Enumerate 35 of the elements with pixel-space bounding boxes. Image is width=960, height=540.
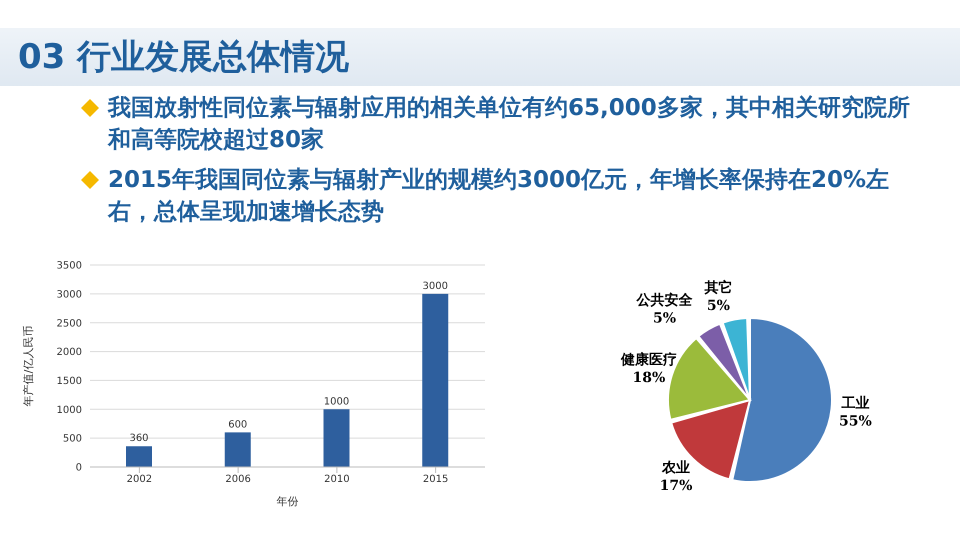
x-tick-label: 2002 [126,474,152,486]
text: 我国放射性同位素与辐射应用的相关单位有约65,000多家，其中相关研究院所和高等院校超过80家 [108,94,911,155]
y-tick-label: 2000 [56,347,82,358]
y-axis-title: 年产值/亿人民币 [22,326,35,406]
x-tick-label: 2010 [324,474,350,486]
data-label: 5% [653,310,676,326]
data-label: 1000 [324,396,350,408]
bar [126,446,152,467]
data-label: 5% [706,298,730,314]
bar [224,432,251,467]
text: 2015年我国同位素与辐射产业的规模约3000亿元，年增长率保持在20%左右，总体呈现加速增长态势 [108,166,890,227]
slice-label: 其它 [703,278,732,296]
y-tick-label: 1500 [56,376,82,387]
x-axis-title: 年份 [276,495,298,508]
data-label: 600 [228,419,248,430]
bar [422,294,448,467]
data-label: 18% [632,370,666,386]
y-tick-label: 3000 [56,289,82,300]
data-label: 3000 [422,280,448,292]
y-tick-label: 0 [76,462,82,474]
x-tick-label: 2006 [225,474,251,486]
bar [324,409,350,467]
data-label: 17% [660,478,692,494]
slice-label: 公共安全 [636,291,694,308]
chart-title: 03 行业发展总体情况 [17,36,350,79]
slice-label: 农业 [661,460,690,476]
slice-label: 工业 [840,396,870,412]
y-tick-label: 3500 [56,260,82,272]
y-tick-label: 500 [62,434,82,445]
data-label: 55% [838,414,872,430]
slice-label: 健康医疗 [620,351,677,368]
y-tick-label: 2500 [56,318,82,330]
data-label: 360 [129,433,149,444]
y-tick-label: 1000 [56,404,82,416]
x-tick-label: 2015 [422,474,448,486]
